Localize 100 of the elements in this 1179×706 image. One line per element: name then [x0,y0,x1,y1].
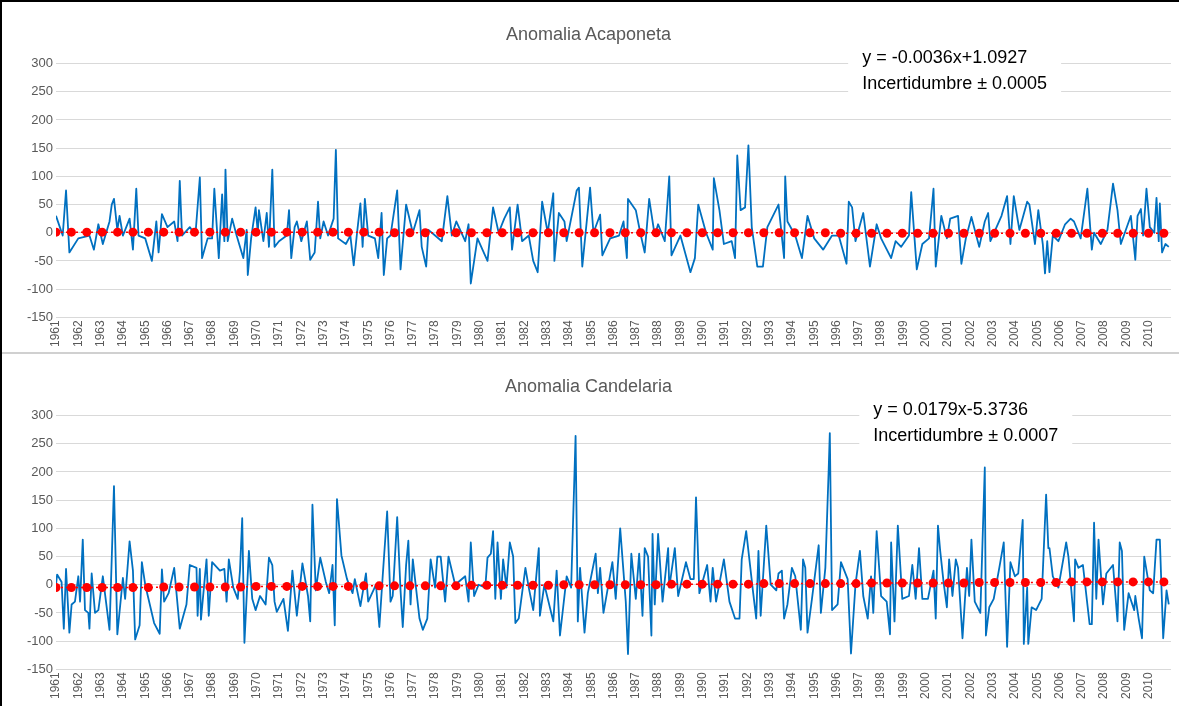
x-tick-label: 1970 [249,671,264,700]
x-tick-label: 1968 [204,319,219,348]
x-tick-label: 1962 [70,319,85,348]
x-tick-label: 1963 [92,671,107,700]
y-tick-label: 150 [31,139,53,155]
x-tick-label: 1985 [583,671,598,700]
x-tick-label: 1972 [293,319,308,348]
x-tick-label: 2002 [962,671,977,700]
x-tick-label: 1978 [427,671,442,700]
x-tick-label: 2006 [1051,671,1066,700]
x-tick-label: 1966 [159,671,174,700]
x-tick-label: 1972 [293,671,308,700]
y-tick-label: 300 [31,55,53,71]
chart-title: Anomalia Candelaria [504,375,674,396]
x-tick-label: 1983 [538,319,553,348]
x-tick-label: 1984 [561,671,576,700]
x-tick-label: 1994 [784,319,799,348]
x-tick-label: 1985 [583,319,598,348]
x-tick-label: 1989 [672,671,687,700]
x-tick-label: 1988 [650,319,665,348]
x-tick-label: 1996 [828,671,843,700]
x-tick-label: 1983 [538,671,553,700]
x-tick-label: 2003 [984,671,999,700]
annotation: y = -0.0036x+1.0927 [862,46,1028,67]
x-tick-label: 1980 [472,319,487,348]
x-tick-label: 1965 [137,671,152,700]
y-tick-label: -100 [26,280,53,296]
x-tick-label: 1978 [427,319,442,348]
x-tick-label: 2001 [940,671,955,700]
x-tick-label: 1999 [895,671,910,700]
x-tick-label: 1982 [516,671,531,700]
x-tick-label: 1971 [271,671,286,700]
x-tick-label: 1980 [472,671,487,700]
x-tick-label: 2007 [1074,319,1089,348]
y-tick-label: 100 [31,167,53,183]
x-tick-label: 1965 [137,319,152,348]
x-tick-label: 1990 [695,671,710,700]
chart-title: Anomalia Acaponeta [505,23,673,44]
x-tick-label: 1967 [182,319,197,348]
x-tick-label: 1976 [382,671,397,700]
x-tick-label: 1975 [360,319,375,348]
x-tick-label: 1964 [115,319,130,348]
y-tick-label: -50 [34,604,53,620]
x-tick-label: 1998 [873,319,888,348]
x-tick-label: 1982 [516,319,531,348]
x-tick-label: 1990 [695,319,710,348]
x-tick-label: 1992 [739,671,754,700]
x-tick-label: 2009 [1118,319,1133,348]
x-tick-label: 2000 [918,319,933,348]
x-tick-label: 1997 [851,671,866,700]
y-tick-label: 200 [31,111,53,127]
x-tick-label: 1979 [449,671,464,700]
x-tick-label: 1977 [405,671,420,700]
x-tick-label: 2005 [1029,319,1044,348]
x-tick-label: 1986 [605,319,620,348]
x-tick-label: 1999 [895,319,910,348]
x-tick-label: 2002 [962,319,977,348]
x-tick-label: 1992 [739,319,754,348]
x-tick-label: 1986 [605,671,620,700]
x-tick-label: 1974 [338,319,353,348]
y-tick-label: 250 [31,83,53,99]
x-tick-label: 1987 [628,671,643,700]
x-tick-label: 1993 [761,671,776,700]
x-tick-label: 1964 [115,671,130,700]
x-tick-label: 1977 [405,319,420,348]
x-tick-label: 2007 [1074,671,1089,700]
x-tick-label: 2006 [1051,319,1066,348]
y-tick-label: 50 [38,548,53,564]
annotation: y = 0.0179x-5.3736 [873,398,1028,419]
x-tick-label: 1974 [338,671,353,700]
x-tick-label: 1994 [784,671,799,700]
x-tick-label: 2004 [1007,319,1022,348]
x-tick-label: 2000 [918,671,933,700]
x-tick-label: 1962 [70,671,85,700]
x-tick-label: 2008 [1096,319,1111,348]
x-tick-label: 2010 [1141,319,1156,348]
x-tick-label: 1991 [717,319,732,348]
y-tick-label: -50 [34,252,53,268]
y-tick-label: 300 [31,407,53,423]
y-tick-label: -150 [26,660,53,676]
y-tick-label: 0 [45,576,53,592]
x-tick-label: 2009 [1118,671,1133,700]
x-tick-label: 1973 [315,671,330,700]
x-tick-label: 1988 [650,671,665,700]
x-tick-label: 1981 [494,671,509,700]
x-tick-label: 1987 [628,319,643,348]
x-tick-label: 1991 [717,671,732,700]
x-tick-label: 1998 [873,671,888,700]
x-tick-label: 1984 [561,319,576,348]
x-tick-label: 1979 [449,319,464,348]
y-tick-label: 250 [31,435,53,451]
x-tick-label: 1966 [159,319,174,348]
x-tick-label: 2010 [1141,671,1156,700]
x-tick-label: 2004 [1007,671,1022,700]
x-tick-label: 1993 [761,319,776,348]
x-tick-label: 1963 [92,319,107,348]
x-tick-label: 2005 [1029,671,1044,700]
annotation: Incertidumbre ± 0.0005 [862,72,1048,93]
x-tick-label: 1968 [204,671,219,700]
x-tick-label: 1973 [315,319,330,348]
